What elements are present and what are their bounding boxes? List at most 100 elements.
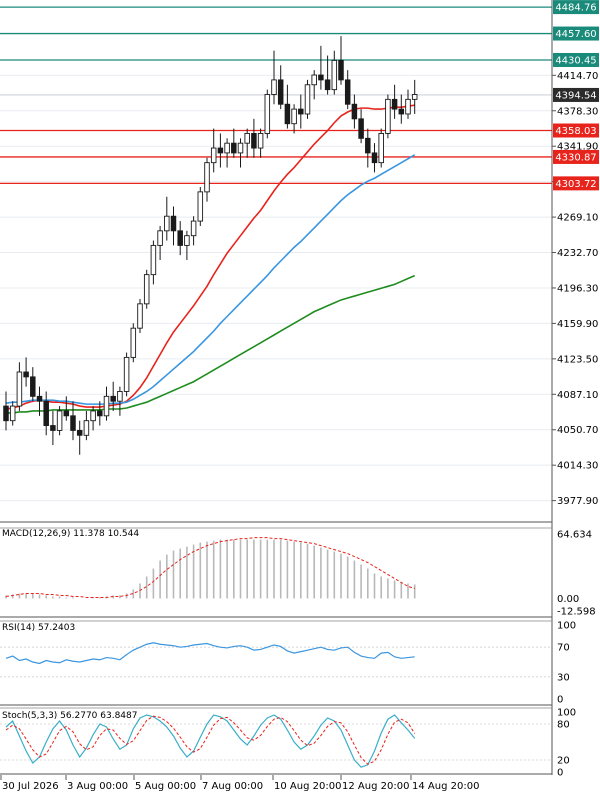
candle-body-down <box>43 400 49 427</box>
time-tick-label: 30 Jul 2026 <box>2 781 59 792</box>
candle <box>344 70 351 110</box>
candle <box>56 406 63 436</box>
candle-body-up <box>150 244 157 276</box>
candle <box>405 89 411 119</box>
macd-tick-label: 64.634 <box>557 530 592 541</box>
candle-body-up <box>197 191 204 222</box>
candle <box>311 70 317 100</box>
price-tick-label: 4196.30 <box>557 283 598 294</box>
price-tick-label: 3977.90 <box>557 496 598 507</box>
candle <box>365 128 371 168</box>
candle <box>231 128 237 158</box>
candle <box>391 84 398 119</box>
candle <box>304 79 311 119</box>
macd-signal-polyline <box>5 537 415 598</box>
stoch-d-polyline <box>5 715 416 765</box>
candle <box>224 138 230 168</box>
macd-panel[interactable]: MACD(12,26,9) 11.378 10.544 64.634 0.00 -1… <box>2 529 596 618</box>
candle <box>30 367 36 402</box>
price-tick-label: 4378.30 <box>557 106 598 117</box>
candle <box>277 65 284 110</box>
candle <box>43 391 49 436</box>
candle <box>237 138 244 168</box>
rsi-tick-label: 0 <box>557 695 563 706</box>
resistance-level-tag <box>553 52 599 67</box>
candle-body-up <box>103 395 110 417</box>
rsi-label: RSI(14) 57.2403 <box>2 623 75 633</box>
candle <box>16 362 23 411</box>
stoch-tick-label: 100 <box>557 708 576 719</box>
candle-body-down <box>324 79 331 91</box>
candle-body-down <box>177 230 183 246</box>
candle <box>217 133 224 168</box>
candle <box>9 401 16 426</box>
candle-body-down <box>391 98 398 110</box>
candle-body-down <box>344 79 351 105</box>
moving-averages <box>5 104 416 414</box>
candle <box>97 401 103 426</box>
candle-body-down <box>318 74 324 81</box>
candle <box>204 157 210 202</box>
candle-body-up <box>83 420 90 436</box>
candle <box>197 187 204 226</box>
price-tick-label: 4159.90 <box>557 319 598 330</box>
price-tick-label: 4123.50 <box>557 354 598 365</box>
candle-body-down <box>351 103 358 120</box>
moving-average-line <box>5 154 416 405</box>
candle <box>130 323 137 363</box>
candle-body-down <box>371 152 378 164</box>
candle-body-up <box>291 108 297 125</box>
time-axis: 30 Jul 2026 3 Aug 00:00 5 Aug 00:00 7 Aug 0… <box>0 775 479 792</box>
candle-body-down <box>30 376 36 397</box>
candle-body-up <box>130 327 137 358</box>
candle-body-down <box>23 371 29 378</box>
candle-body-down <box>398 108 405 115</box>
candle <box>3 391 9 431</box>
chart-frame <box>0 0 553 775</box>
time-tick-label: 7 Aug 00:00 <box>202 781 263 792</box>
candle-body-down <box>170 215 177 232</box>
time-tick-label: 5 Aug 00:00 <box>135 781 196 792</box>
candle-body-up <box>164 215 170 232</box>
price-tick-label: 4050.70 <box>557 425 598 436</box>
candle <box>351 94 358 129</box>
candle <box>150 240 157 285</box>
level-labels: 4484.76 4457.60 4430.45 4358.03 4330.87 4303.… <box>553 0 599 191</box>
candle-body-up <box>331 59 338 91</box>
macd-tick-label: -12.598 <box>557 607 596 618</box>
price-tick-label: 4232.70 <box>557 248 598 259</box>
candle-body-down <box>63 410 70 417</box>
rsi-axis: 100 70 30 0 <box>557 621 576 706</box>
candle-body-down <box>365 137 371 154</box>
candle-body-up <box>257 132 264 149</box>
candle <box>23 357 29 387</box>
rsi-panel[interactable]: RSI(14) 57.2403 100 70 30 0 <box>0 621 576 706</box>
candle-body-up <box>16 371 23 407</box>
candle <box>271 50 277 105</box>
candle <box>244 128 250 158</box>
candle <box>184 230 190 261</box>
resistance-level-tag <box>553 0 599 15</box>
candle-body-up <box>244 132 250 144</box>
candle-body-down <box>50 425 56 431</box>
candle-body-up <box>264 94 271 134</box>
candle <box>371 143 378 173</box>
support-level-tag <box>553 176 599 191</box>
candle-body-up <box>123 356 130 392</box>
candle <box>177 221 183 256</box>
stochastic-lines <box>0 714 552 768</box>
candle-body-up <box>237 142 244 154</box>
support-level-label: 4330.87 <box>555 152 596 163</box>
price-panel[interactable]: 4414.704378.304341.904305.504269.104232.… <box>0 0 599 507</box>
moving-average-line <box>5 104 415 410</box>
price-gridlines <box>0 74 552 502</box>
candle-body-down <box>76 429 83 436</box>
candle-body-down <box>231 142 237 154</box>
candle <box>123 352 130 397</box>
candle <box>63 396 70 421</box>
